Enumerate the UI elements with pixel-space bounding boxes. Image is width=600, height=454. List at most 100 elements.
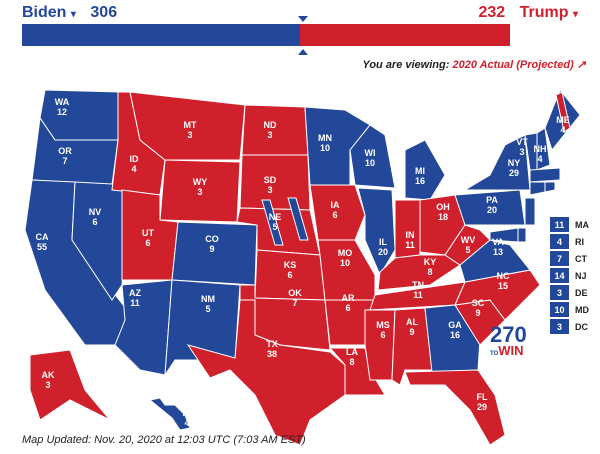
legend-ev[interactable]: 7 [550, 251, 569, 266]
state-ev: 9 [409, 327, 414, 337]
me-district-2[interactable] [555, 91, 571, 133]
viewing-link[interactable]: 2020 Actual (Projected) [452, 59, 574, 71]
state-ev: 3 [45, 380, 50, 390]
dem-candidate[interactable]: Biden ▾ 306 [22, 4, 117, 22]
state-az[interactable] [114, 279, 173, 376]
legend-ev[interactable]: 3 [550, 285, 569, 300]
state-de[interactable] [517, 227, 527, 243]
state-label: AL [406, 317, 418, 327]
state-label: VT [516, 137, 528, 147]
state-ct[interactable] [529, 181, 546, 196]
270-marker-bottom-icon [298, 49, 308, 55]
legend-ev[interactable]: 4 [550, 234, 569, 249]
viewing-label: You are viewing: [362, 59, 450, 71]
state-mt[interactable] [129, 91, 246, 161]
state-mn[interactable] [304, 106, 371, 186]
state-ms[interactable] [364, 309, 396, 381]
state-label: MS [376, 320, 390, 330]
legend-ev[interactable]: 14 [550, 268, 569, 283]
legend-code: DE [575, 287, 588, 298]
rep-name[interactable]: Trump [519, 4, 569, 21]
state-ev: 16 [450, 330, 460, 340]
state-tx[interactable] [186, 299, 346, 446]
state-label: AK [42, 370, 55, 380]
ne-district-stripe[interactable] [287, 197, 309, 241]
state-ev: 6 [287, 270, 292, 280]
state-wv[interactable] [444, 224, 491, 266]
legend-item-nj[interactable]: 14 NJ [550, 268, 587, 283]
legend-item-dc[interactable]: 3 DC [550, 319, 588, 334]
external-link-icon[interactable]: ↗ [576, 59, 586, 71]
state-ev: 5 [205, 304, 210, 314]
state-label: CA [36, 232, 49, 242]
state-label: ID [130, 154, 140, 164]
state-md[interactable] [489, 227, 519, 243]
state-label: MN [318, 133, 332, 143]
state-ri[interactable] [544, 181, 556, 193]
state-label: UT [142, 228, 154, 238]
state-ev: 16 [415, 176, 425, 186]
state-label: NC [497, 271, 510, 281]
state-nd[interactable] [241, 104, 309, 156]
state-nj[interactable] [524, 197, 536, 226]
state-ev: 10 [320, 143, 330, 153]
state-ev: 5 [465, 245, 470, 255]
state-wi[interactable] [349, 124, 396, 189]
legend-ev[interactable]: 3 [550, 319, 569, 334]
legend-item-md[interactable]: 10 MD [550, 302, 589, 317]
state-ev: 9 [209, 244, 214, 254]
state-nh[interactable] [536, 127, 551, 171]
legend-code: CT [575, 253, 587, 264]
state-label: MT [184, 120, 197, 130]
state-label: LA [346, 347, 358, 357]
rep-candidate[interactable]: 232 Trump ▾ [478, 4, 578, 22]
legend-code: MA [575, 219, 589, 230]
legend-item-ma[interactable]: 11 MA [550, 217, 589, 232]
state-ev: 20 [378, 247, 388, 257]
state-ev: 6 [345, 303, 350, 313]
dropdown-caret-icon[interactable]: ▾ [572, 9, 578, 20]
state-label: IA [331, 200, 341, 210]
state-ev: 5 [272, 222, 277, 232]
legend-item-ri[interactable]: 4 RI [550, 234, 584, 249]
state-ev: 9 [475, 308, 480, 318]
state-label: FL [477, 392, 488, 402]
dropdown-caret-icon[interactable]: ▾ [70, 9, 76, 20]
state-label: TX [266, 339, 278, 349]
logo-word: WIN [498, 343, 524, 358]
map-updated-text: Map Updated: Nov. 20, 2020 at 12:03 UTC … [22, 434, 306, 446]
state-ev: 3 [187, 130, 192, 140]
state-fl[interactable] [404, 369, 506, 446]
state-label: NY [508, 158, 521, 168]
state-wa[interactable] [39, 89, 121, 141]
state-ev: 4 [537, 154, 542, 164]
state-ev: 55 [37, 242, 47, 252]
state-label: NV [89, 207, 102, 217]
state-ma[interactable] [529, 167, 561, 183]
state-label: OH [436, 202, 450, 212]
dem-name[interactable]: Biden [22, 4, 67, 21]
legend-ev[interactable]: 10 [550, 302, 569, 317]
legend-ev[interactable]: 11 [550, 217, 569, 232]
legend-item-de[interactable]: 3 DE [550, 285, 588, 300]
270towin-logo: 270 TOWIN [490, 324, 527, 360]
dem-bar [22, 24, 300, 46]
state-ia[interactable] [309, 184, 366, 241]
ne-district-2[interactable] [261, 199, 284, 246]
state-ev: 3 [267, 185, 272, 195]
state-label: ME [556, 115, 570, 125]
state-ev: 4 [560, 125, 565, 135]
state-ev: 10 [340, 258, 350, 268]
state-ev: 3 [519, 147, 524, 157]
legend-code: MD [575, 304, 589, 315]
rep-bar [299, 24, 510, 46]
legend-item-ct[interactable]: 7 CT [550, 251, 587, 266]
state-label: NH [534, 144, 547, 154]
state-mi[interactable] [404, 139, 446, 201]
state-ak[interactable] [29, 349, 111, 421]
logo-to: TO [490, 351, 499, 357]
state-label: AZ [129, 288, 141, 298]
state-hi[interactable] [148, 397, 191, 431]
state-ev: 11 [405, 240, 415, 250]
state-ev: 38 [267, 349, 277, 359]
